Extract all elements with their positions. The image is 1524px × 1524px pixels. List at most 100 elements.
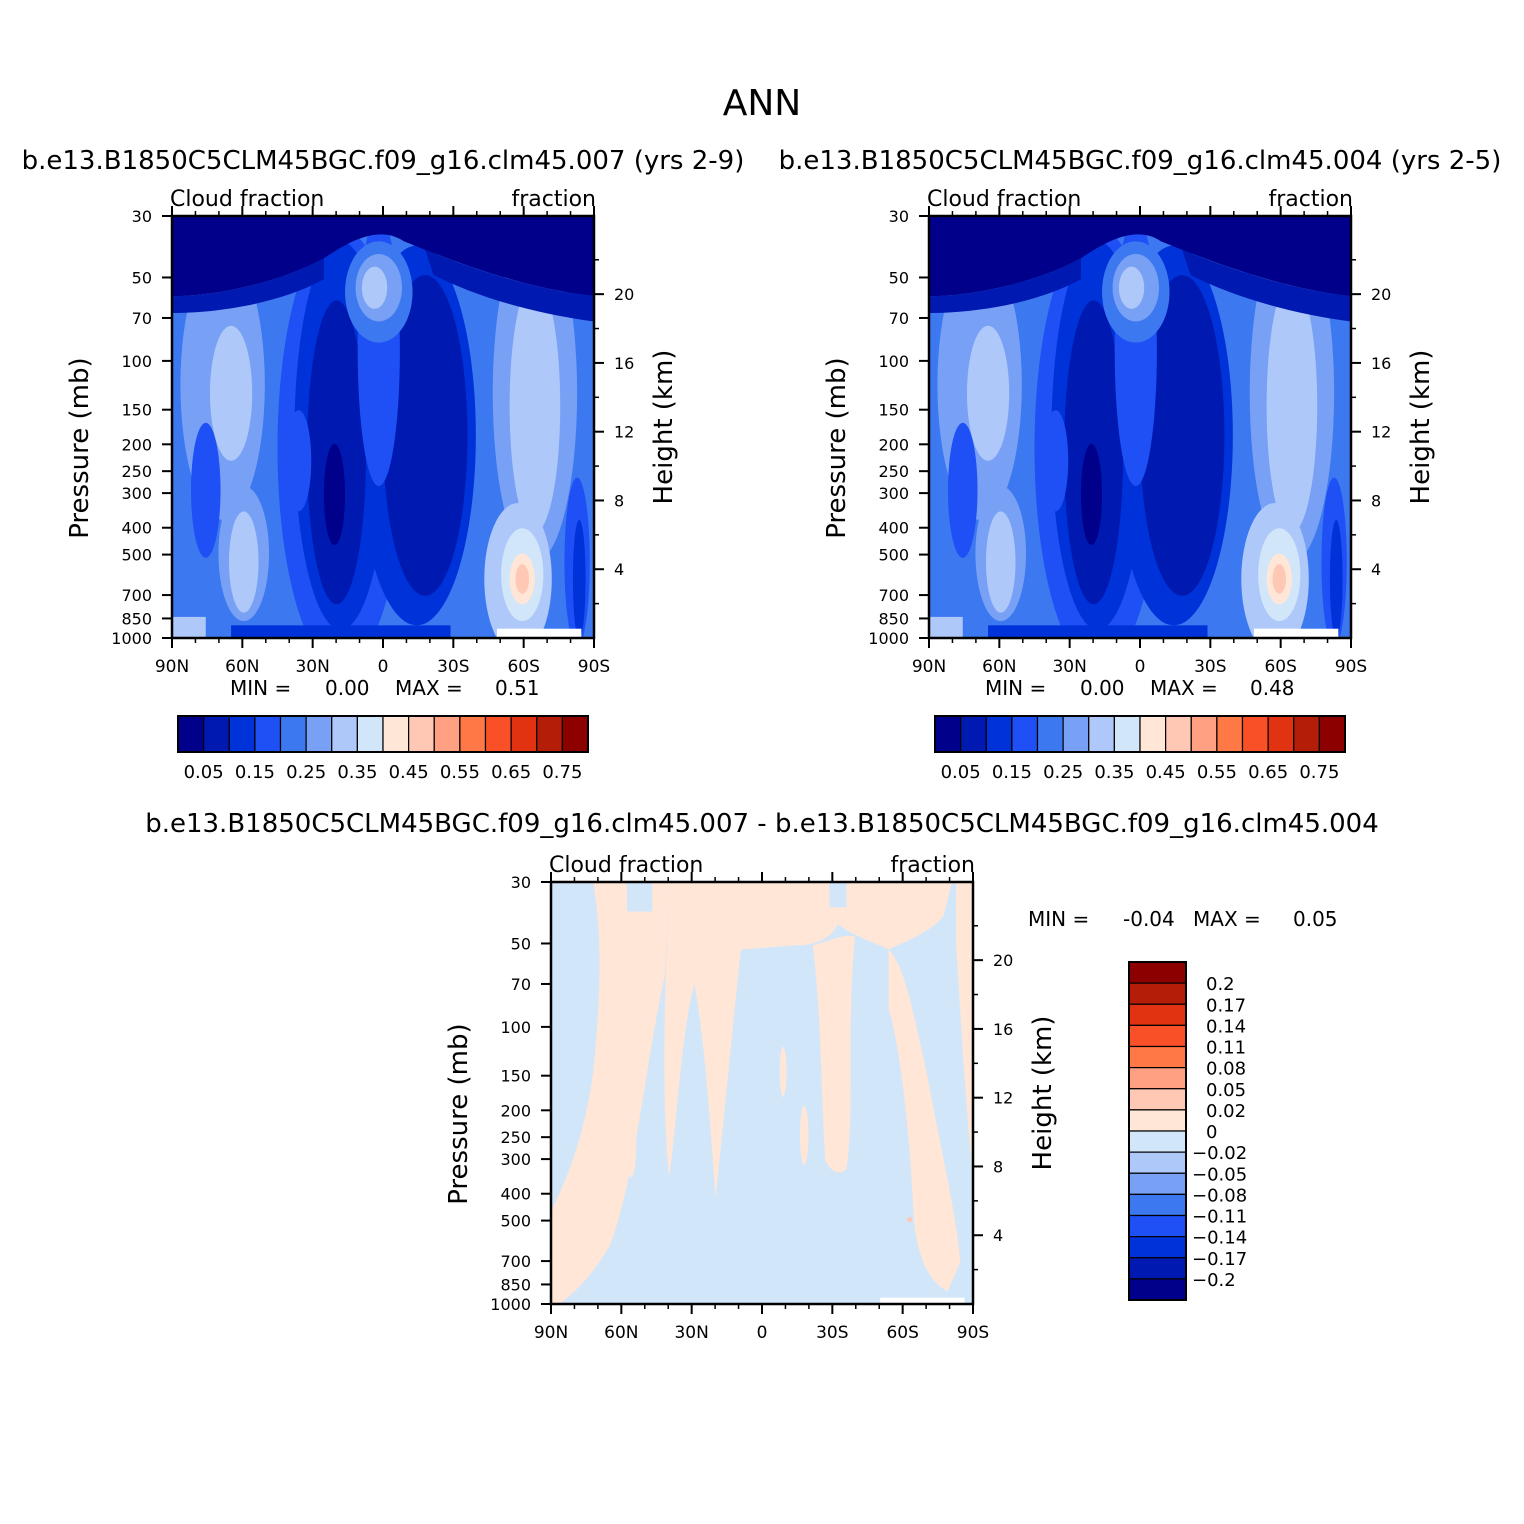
panel-diff: b.e13.B1850C5CLM45BGC.f09_g16.clm45.007 … [145, 809, 1379, 1343]
colorbar-label: 0.2 [1206, 974, 1235, 995]
colorbar-box [1128, 1214, 1187, 1238]
colorbar-box [382, 715, 410, 753]
x-tick-label: 60N [982, 657, 1016, 677]
x-tick-label: 90S [1335, 657, 1367, 677]
colorbar-label: 0.05 [184, 762, 224, 783]
colorbar-box [1128, 1172, 1187, 1195]
contour-band [1266, 279, 1318, 533]
colorbar-label: 0.35 [1094, 762, 1134, 783]
contour-positive [888, 949, 961, 1292]
y-axis-label: Pressure (mb) [65, 357, 95, 538]
colorbar-box [1128, 1151, 1187, 1174]
x-tick-label: 60N [225, 657, 259, 677]
max-label: MAX = [395, 676, 463, 700]
x-tick-label: 60S [886, 1323, 918, 1343]
colorbar-box [1011, 715, 1039, 753]
colorbar-box [1128, 982, 1187, 1005]
x-tick-label: 90N [155, 657, 189, 677]
colorbar-box [934, 715, 962, 753]
colorbar-label: 0.08 [1206, 1059, 1246, 1080]
missing-data [496, 628, 582, 638]
colorbar-box [1139, 715, 1167, 753]
contour-band [1272, 564, 1287, 594]
contour-positive [956, 882, 973, 1178]
contour-cap [1182, 249, 1351, 322]
y-tick-label: 850 [121, 609, 152, 628]
colorbar-label: 0.02 [1206, 1101, 1246, 1122]
x-tick-label: 90S [957, 1323, 989, 1343]
colorbar-box [1088, 715, 1115, 753]
panel-model2: b.e13.B1850C5CLM45BGC.f09_g16.clm45.004 … [779, 146, 1502, 783]
contour-band [1329, 519, 1343, 638]
y-tick-label: 50 [889, 268, 909, 287]
panel-right-label: fraction [1268, 187, 1353, 212]
colorbar-box [1165, 715, 1192, 753]
colorbar-box [536, 715, 563, 753]
colorbar-box [1216, 715, 1244, 753]
contour-positive [833, 882, 952, 950]
y-right-tick-label: 12 [1371, 423, 1391, 442]
colorbar-label: 0.75 [1299, 762, 1339, 783]
x-tick-label: 60N [604, 1323, 638, 1343]
y-tick-label: 300 [500, 1150, 531, 1169]
colorbar-box [408, 715, 435, 753]
contour-cap [172, 258, 324, 314]
colorbar-label: 0.15 [235, 762, 275, 783]
panel-left-label: Cloud fraction [170, 187, 324, 212]
x-tick-label: 30S [437, 657, 469, 677]
colorbar-frame [177, 715, 589, 753]
colorbar-box [985, 715, 1013, 753]
colorbar-box [1128, 1088, 1187, 1111]
colorbar-label: −0.02 [1192, 1143, 1247, 1164]
contour-negative [829, 882, 847, 908]
y-tick-label: 500 [878, 546, 909, 565]
colorbar-label: 0.15 [992, 762, 1032, 783]
colorbar-box [254, 715, 282, 753]
panel-title: b.e13.B1850C5CLM45BGC.f09_g16.clm45.007 … [145, 809, 1379, 839]
y-tick-label: 200 [121, 435, 152, 454]
colorbar-label: −0.14 [1192, 1228, 1247, 1249]
colorbar-box [1128, 1067, 1187, 1090]
y-tick-label: 250 [878, 462, 909, 481]
min-value: 0.00 [325, 676, 370, 700]
panel-right-label: fraction [511, 187, 596, 212]
colorbar-box [1128, 1130, 1187, 1153]
contour-band [966, 325, 1010, 461]
y-tick-label: 30 [511, 873, 531, 892]
y-right-tick-label: 20 [1371, 285, 1391, 304]
colorbar-box [510, 715, 538, 753]
contour-cap [425, 249, 594, 322]
contour-positive [551, 882, 670, 1304]
colorbar-frame [1128, 961, 1187, 1301]
colorbar-box [356, 715, 384, 753]
y-tick-label: 200 [500, 1101, 531, 1120]
colorbar-label: 0.65 [1248, 762, 1288, 783]
contour-band [172, 616, 206, 638]
colorbar-label: −0.2 [1192, 1270, 1236, 1291]
y-tick-label: 150 [878, 401, 909, 420]
colorbar-box [331, 715, 358, 753]
y-tick-label: 250 [121, 462, 152, 481]
colorbar-model1: 0.05 0.15 0.25 0.35 0.45 0.55 0.65 0.75 [177, 715, 589, 783]
contour-field-diff [551, 882, 973, 1304]
contour-band [323, 443, 346, 546]
colorbar-label: 0.75 [542, 762, 582, 783]
max-value: 0.51 [495, 676, 540, 700]
colorbar-box [305, 715, 333, 753]
colorbar-box [1128, 1109, 1187, 1132]
colorbar-label: −0.11 [1192, 1207, 1247, 1228]
max-value: 0.48 [1250, 676, 1295, 700]
contour-positive [812, 935, 855, 1173]
y-tick-label: 700 [121, 586, 152, 605]
y-tick-label: 700 [500, 1252, 531, 1271]
colorbar-box [1318, 715, 1346, 753]
colorbar-box [1128, 1236, 1187, 1259]
colorbar-box [1128, 1278, 1187, 1301]
y-tick-label: 500 [121, 546, 152, 565]
colorbar-label: 0.25 [1043, 762, 1083, 783]
y-tick-label: 1000 [111, 629, 152, 648]
colorbar-label: 0.55 [440, 762, 480, 783]
y-right-axis-label: Height (km) [1406, 350, 1436, 505]
colorbar-label: 0.05 [1206, 1080, 1246, 1101]
y-right-tick-label: 8 [1371, 491, 1381, 510]
